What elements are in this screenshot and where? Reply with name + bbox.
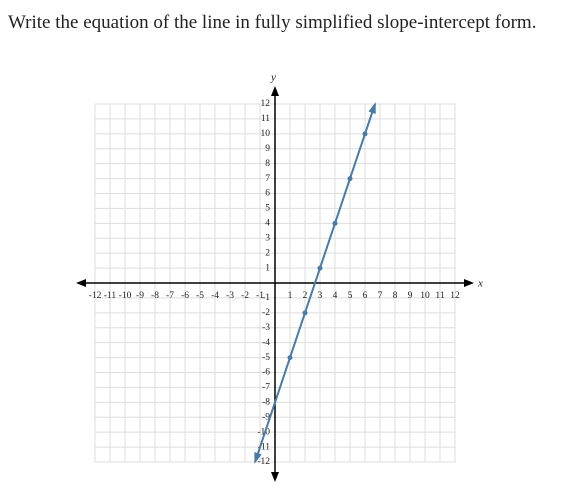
x-tick-label: -6: [181, 291, 189, 301]
y-tick-label: -2: [262, 308, 270, 318]
line: [254, 103, 376, 463]
y-tick-label: -7: [262, 383, 270, 393]
y-axis-arrow: [271, 472, 279, 482]
y-tick-label: 5: [265, 204, 270, 214]
axes: x y -12 -11 -10 -9 -8 -7 -6 -5 -4 -3 -2 -1 1 2 3 4 5 6 7 8 9…: [76, 72, 483, 482]
y-tick-label: -5: [262, 353, 270, 363]
y-tick-label: -3: [262, 323, 270, 333]
x-tick-label: 6: [363, 291, 368, 301]
x-tick-label: -4: [211, 291, 219, 301]
y-tick-label: -9: [262, 412, 270, 422]
x-tick-label: 4: [333, 291, 338, 301]
point: [302, 310, 308, 316]
point: [362, 131, 368, 137]
y-tick-label: 11: [261, 114, 270, 124]
x-tick-label: -11: [104, 291, 117, 301]
y-tick-label: 2: [265, 248, 270, 258]
x-tick-label: -12: [89, 291, 102, 301]
x-tick-label: 3: [318, 291, 323, 301]
x-axis-arrow: [464, 279, 474, 287]
x-tick-label: 11: [435, 291, 444, 301]
y-tick-label: 3: [265, 233, 270, 243]
plot: [254, 102, 376, 464]
question: Write the equation of the line in fully …: [8, 12, 536, 33]
x-tick-label: -5: [196, 291, 204, 301]
x-tick-label: 12: [450, 291, 460, 301]
y-tick-label: 1: [265, 263, 270, 273]
x-tick-label: 2: [303, 291, 308, 301]
y-tick-label: 12: [261, 99, 271, 109]
x-tick-label: -1: [256, 291, 264, 301]
x-axis-arrow: [76, 279, 86, 287]
y-tick-label: -6: [262, 368, 270, 378]
y-tick-label: 4: [265, 219, 270, 229]
x-tick-label: -9: [136, 291, 144, 301]
x-tick-label: 5: [348, 291, 353, 301]
x-tick-label: -3: [226, 291, 234, 301]
x-tick-label: 8: [393, 291, 398, 301]
y-tick-label: 6: [265, 189, 270, 199]
y-tick-label: -11: [258, 442, 271, 452]
y-tick-label: -8: [262, 398, 270, 408]
x-tick-label: -10: [119, 291, 132, 301]
y-tick-label: 8: [265, 159, 270, 169]
y-tick-label: -12: [257, 457, 270, 467]
line-arrow: [254, 452, 262, 464]
point: [317, 265, 323, 271]
x-tick-label: -2: [241, 291, 249, 301]
y-tick-label: 9: [265, 144, 270, 154]
y-tick-label: 10: [261, 129, 271, 139]
y-axis-arrow: [271, 86, 279, 96]
line-arrow: [368, 102, 376, 114]
y-tick-label: 7: [265, 174, 270, 184]
point: [287, 355, 293, 361]
y-tick-label: -1: [262, 293, 270, 303]
x-tick-label: 1: [288, 291, 293, 301]
point: [347, 176, 353, 182]
point: [332, 220, 338, 226]
x-tick-label: 9: [408, 291, 413, 301]
x-tick-label: -8: [151, 291, 159, 301]
x-tick-label: 10: [420, 291, 430, 301]
x-axis-label: x: [477, 278, 483, 290]
y-tick-label: -4: [262, 338, 270, 348]
y-tick-label: -10: [257, 427, 270, 437]
y-axis-label: y: [270, 72, 276, 84]
x-tick-label: 7: [378, 291, 383, 301]
x-tick-label: -7: [166, 291, 174, 301]
